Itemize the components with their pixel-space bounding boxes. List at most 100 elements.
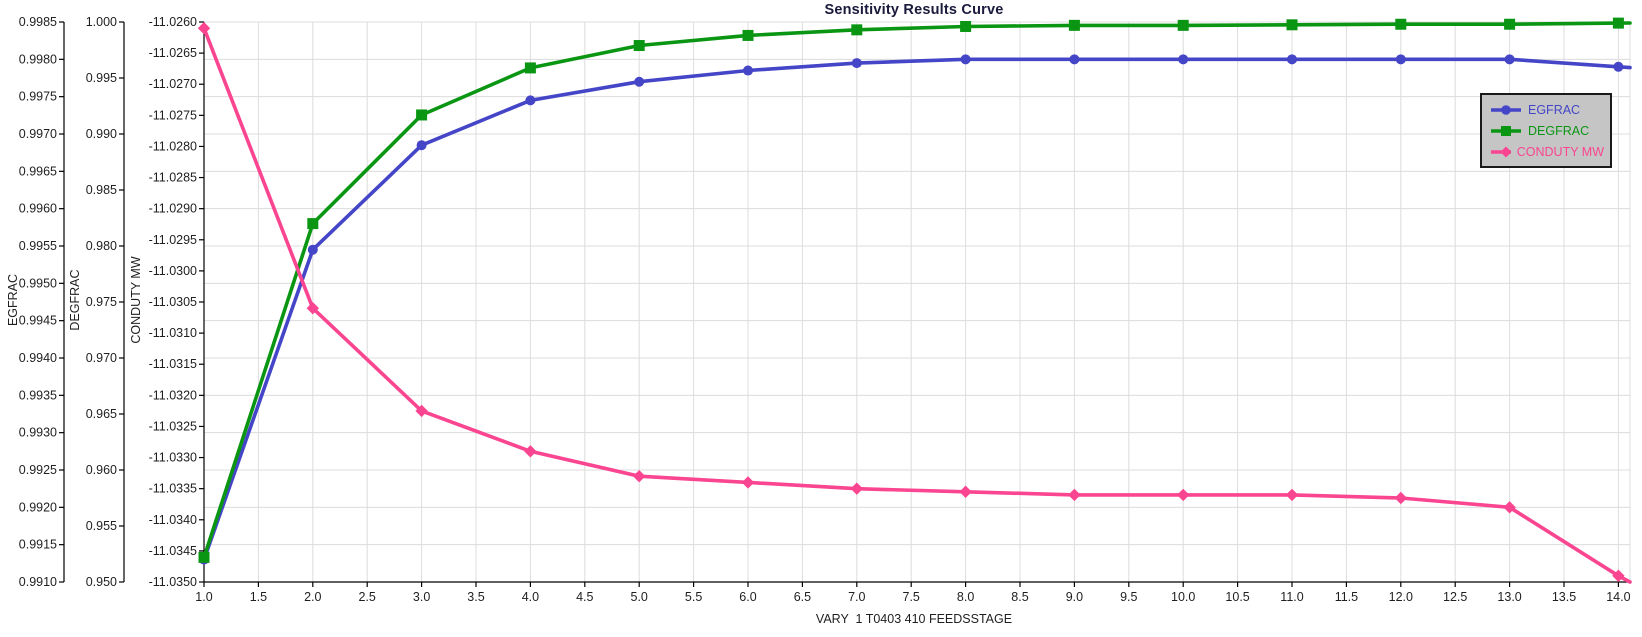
x-tick-label: 10.5 — [1225, 590, 1249, 604]
egfrac-legend-swatch — [1491, 104, 1521, 115]
legend-label-degfrac: DEGFRAC — [1528, 123, 1590, 138]
egfrac-tick-label: 0.9930 — [19, 426, 57, 440]
degfrac-axis-title: DEGFRAC — [68, 269, 82, 331]
egfrac-tick-label: 0.9950 — [19, 276, 57, 290]
x-tick-label: 9.5 — [1120, 590, 1137, 604]
legend-item-egfrac[interactable]: EGFRAC — [1490, 100, 1604, 119]
x-tick-label: 4.5 — [576, 590, 593, 604]
degfrac-point[interactable] — [1612, 17, 1624, 29]
x-tick-label: 4.0 — [522, 590, 539, 604]
degfrac-point[interactable] — [1504, 18, 1516, 30]
degfrac-point[interactable] — [742, 29, 754, 41]
conduty-mw-point[interactable] — [1285, 488, 1299, 502]
conduty-mw-axis: -11.0350 -11.0345 -11.0340 -11.0335 -11.0330… — [149, 15, 205, 589]
degfrac-tick-label: 0.955 — [86, 519, 117, 533]
chart-title: Sensitivity Results Curve — [824, 2, 1004, 18]
degfrac-point[interactable] — [307, 218, 319, 230]
conduty-mw-tick-label: -11.0330 — [149, 451, 197, 465]
degfrac-point[interactable] — [851, 24, 863, 36]
degfrac-tick-label: 0.950 — [86, 575, 117, 589]
conduty-mw-point[interactable] — [197, 22, 211, 35]
egfrac-point[interactable] — [525, 95, 536, 106]
conduty-mw-point[interactable] — [415, 404, 428, 418]
legend-item-conduty-mw[interactable]: CONDUTY MW — [1490, 142, 1604, 161]
conduty-mw-point[interactable] — [1612, 569, 1625, 582]
degfrac-point[interactable] — [1068, 19, 1080, 31]
x-tick-label: 10.0 — [1171, 590, 1195, 604]
egfrac-tick-label: 0.9940 — [19, 351, 57, 365]
conduty-mw-tick-label: -11.0270 — [149, 77, 197, 91]
egfrac-tick-label: 0.9960 — [19, 202, 57, 216]
x-tick-label: 8.0 — [957, 590, 974, 604]
conduty-mw-tick-label: -11.0280 — [149, 139, 197, 153]
egfrac-tick-label: 0.9985 — [19, 15, 57, 29]
degfrac-point[interactable] — [1286, 19, 1298, 31]
conduty-mw-point[interactable] — [633, 470, 646, 483]
legend-item-degfrac[interactable]: DEGFRAC — [1490, 121, 1604, 140]
x-tick-label: 1.0 — [195, 590, 212, 604]
conduty-mw-tick-label: -11.0275 — [149, 108, 197, 122]
legend: EGFRAC DEGFRAC CONDUTY MW — [1480, 93, 1612, 168]
conduty-mw-point[interactable] — [1503, 501, 1516, 514]
conduty-mw-point[interactable] — [850, 482, 863, 495]
egfrac-point[interactable] — [1069, 54, 1080, 65]
conduty-mw-tick-label: -11.0310 — [149, 326, 197, 340]
egfrac-point[interactable] — [307, 244, 318, 255]
x-tick-label: 9.0 — [1066, 590, 1083, 604]
conduty-mw-tick-label: -11.0260 — [149, 15, 197, 29]
degfrac-point[interactable] — [524, 62, 536, 74]
conduty-mw-series — [197, 22, 1632, 584]
degfrac-point[interactable] — [1395, 18, 1407, 30]
x-tick-label: 6.5 — [794, 590, 811, 604]
degfrac-tick-label: 0.990 — [86, 127, 117, 141]
conduty-mw-tick-label: -11.0285 — [149, 171, 197, 185]
egfrac-tick-label: 0.9920 — [19, 500, 57, 514]
x-tick-label: 6.0 — [739, 590, 756, 604]
degfrac-point[interactable] — [198, 551, 210, 563]
x-tick-label: 5.0 — [631, 590, 648, 604]
egfrac-point[interactable] — [960, 54, 971, 65]
egfrac-point[interactable] — [743, 65, 753, 76]
conduty-mw-point[interactable] — [1177, 488, 1190, 502]
conduty-mw-point[interactable] — [524, 445, 537, 458]
egfrac-point[interactable] — [1504, 54, 1515, 65]
egfrac-point[interactable] — [1287, 54, 1297, 65]
conduty-mw-point[interactable] — [306, 302, 319, 315]
x-tick-label: 13.0 — [1497, 590, 1521, 604]
degfrac-tick-label: 0.995 — [86, 71, 117, 85]
degfrac-point[interactable] — [960, 20, 972, 32]
degfrac-tick-label: 1.000 — [86, 15, 117, 29]
egfrac-tick-label: 0.9915 — [19, 538, 57, 552]
degfrac-line[interactable] — [202, 21, 1632, 560]
egfrac-legend-marker — [1501, 104, 1511, 115]
egfrac-point[interactable] — [634, 76, 645, 87]
x-tick-label: 2.0 — [304, 590, 321, 604]
egfrac-point[interactable] — [1395, 54, 1406, 65]
x-tick-label: 13.5 — [1552, 590, 1576, 604]
degfrac-tick-label: 0.985 — [86, 183, 117, 197]
degfrac-tick-label: 0.960 — [86, 463, 117, 477]
x-tick-label: 7.0 — [848, 590, 865, 604]
egfrac-point[interactable] — [416, 140, 427, 151]
egfrac-point[interactable] — [1613, 61, 1624, 72]
degfrac-point[interactable] — [1177, 19, 1189, 31]
conduty-mw-point[interactable] — [1394, 491, 1407, 505]
conduty-mw-point[interactable] — [1068, 488, 1081, 502]
degfrac-point[interactable] — [416, 109, 428, 121]
x-tick-label: 8.5 — [1011, 590, 1028, 604]
egfrac-tick-label: 0.9980 — [19, 52, 57, 66]
degfrac-tick-label: 0.970 — [86, 351, 117, 365]
conduty-mw-point[interactable] — [959, 485, 972, 498]
degfrac-point[interactable] — [633, 40, 645, 52]
egfrac-tick-label: 0.9970 — [19, 127, 57, 141]
egfrac-axis-title: EGFRAC — [6, 273, 20, 327]
conduty-mw-tick-label: -11.0350 — [149, 575, 197, 589]
conduty-mw-point[interactable] — [741, 476, 755, 489]
conduty-mw-legend-marker — [1500, 146, 1511, 157]
egfrac-point[interactable] — [851, 58, 862, 69]
egfrac-tick-label: 0.9910 — [19, 575, 57, 589]
x-tick-label: 11.0 — [1280, 590, 1303, 604]
egfrac-series — [199, 54, 1632, 565]
egfrac-point[interactable] — [1178, 54, 1189, 65]
x-tick-label: 12.5 — [1443, 590, 1467, 604]
